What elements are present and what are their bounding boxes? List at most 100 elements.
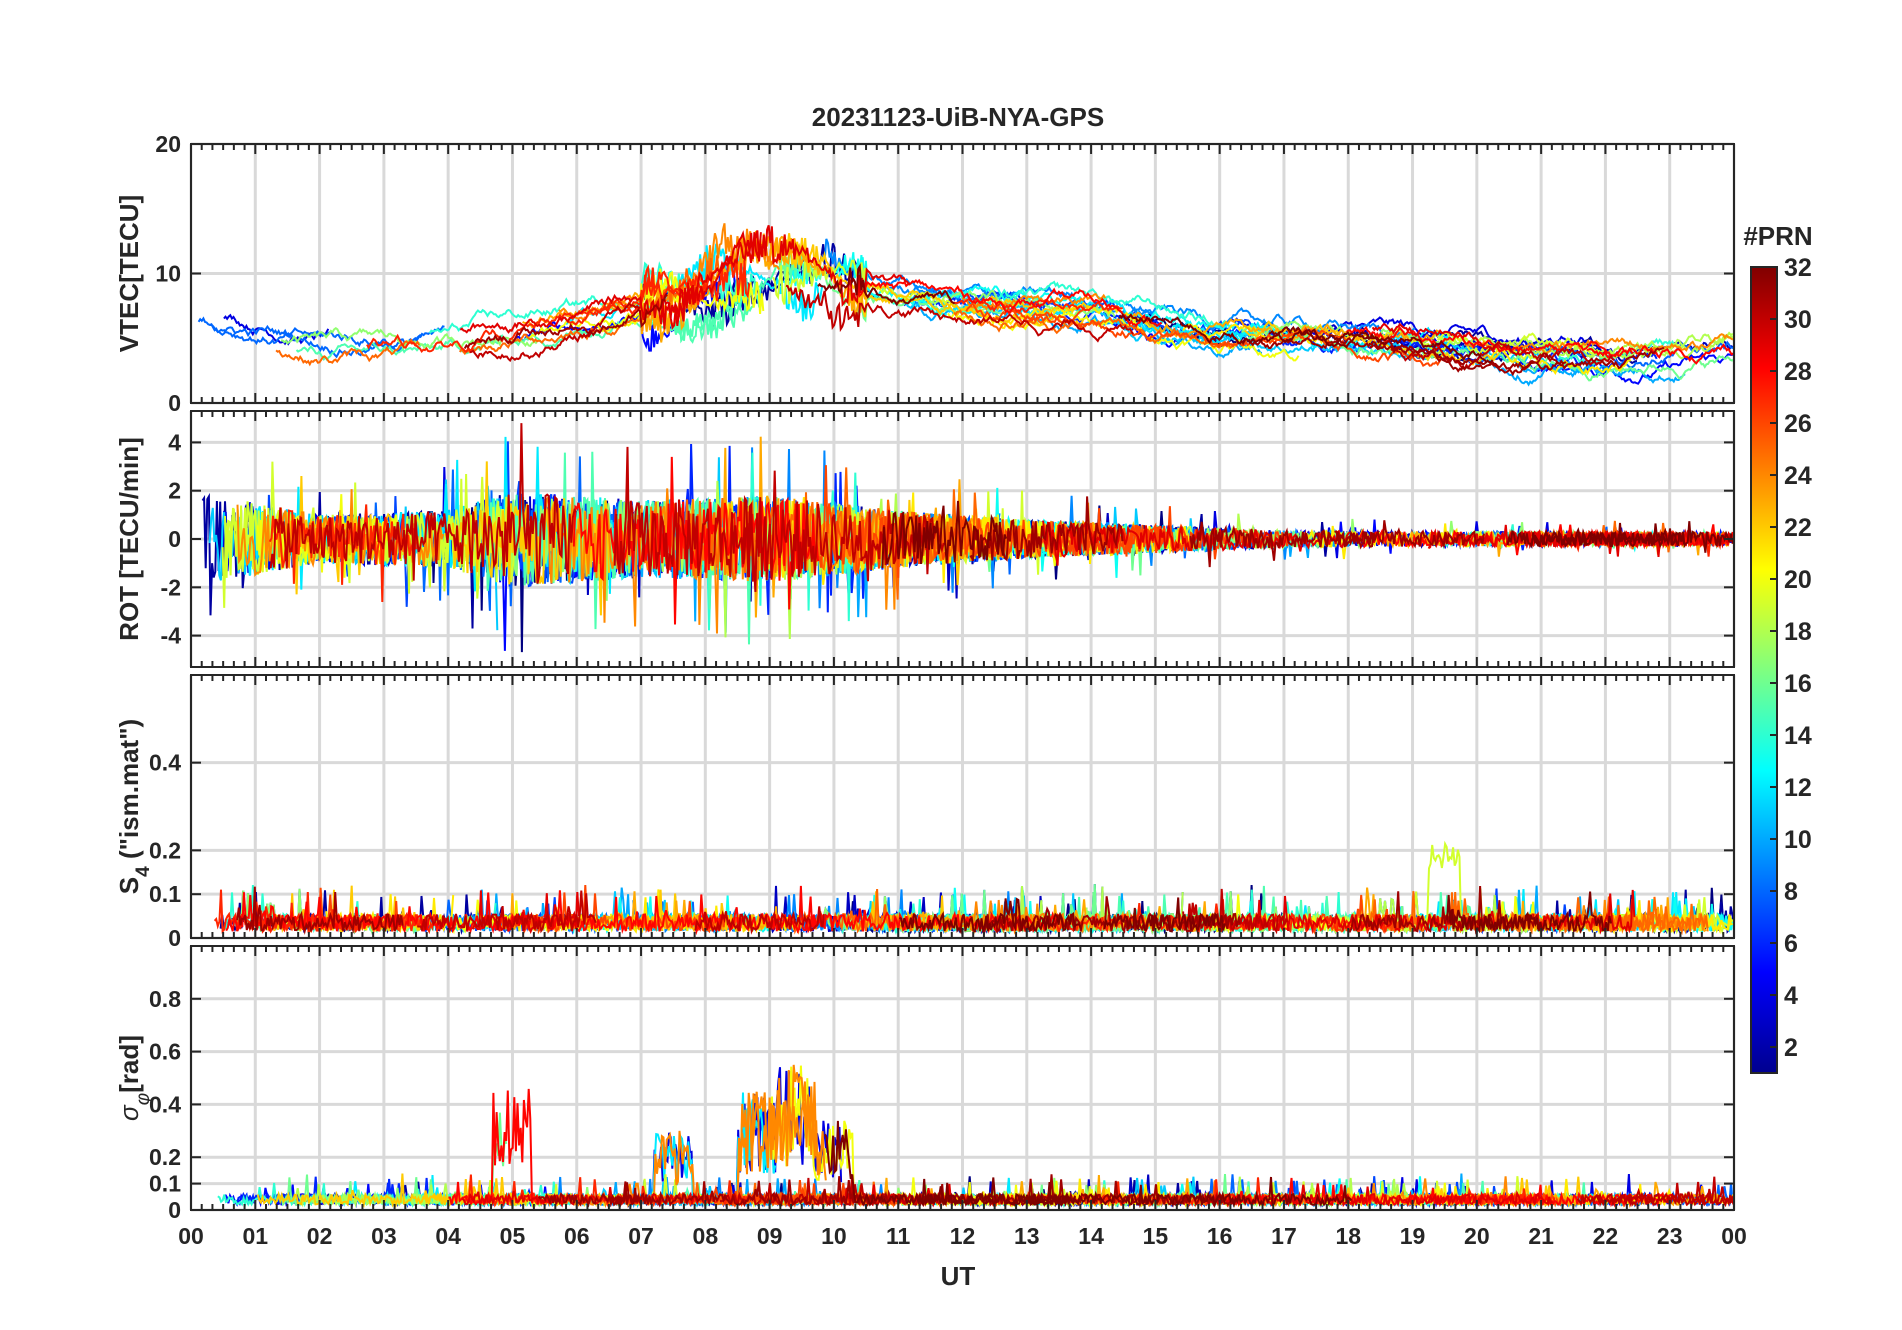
colorbar-tick-label: 4: [1784, 982, 1798, 1010]
series-line-prn-32: [881, 500, 1008, 569]
series-line-prn-32: [817, 263, 956, 307]
x-tick-label: 00: [178, 1223, 204, 1249]
panel-vtec: 0 10 20 VTEC[TECU]: [114, 131, 1736, 416]
series-line-prn-30: [1591, 1181, 1734, 1208]
series-line-prn-31: [969, 496, 1124, 562]
x-tick-label: 16: [1207, 1223, 1233, 1249]
x-tick-label: 13: [1014, 1223, 1040, 1249]
series-line-prn-30: [785, 284, 1135, 343]
series-line-prn-31: [610, 1176, 889, 1208]
chart-title: 20231123-UiB-NYA-GPS: [812, 102, 1104, 132]
y-tick-label: 4: [168, 429, 181, 455]
colorbar-tick-label: 16: [1784, 670, 1812, 698]
series-line-prn-30: [269, 423, 577, 584]
x-tick-label: 02: [307, 1223, 333, 1249]
y-tick-label: 0: [168, 526, 181, 552]
series-line-prn-29: [1371, 322, 1507, 353]
series-line-prn-8: [197, 316, 445, 350]
series-traces: [201, 423, 1734, 653]
x-tick-label: 19: [1400, 1223, 1426, 1249]
series-line-prn-26: [1468, 1190, 1569, 1208]
x-tick-label: 09: [757, 1223, 783, 1249]
panel-rot: -4 -2 0 2 4 ROT [TECU/min]: [114, 410, 1736, 668]
series-line-prn-26: [1305, 894, 1409, 935]
colorbar-tick-label: 28: [1784, 358, 1812, 386]
series-line-prn-29: [660, 225, 911, 322]
colorbar: #PRN 32 30 28 26 24 22 20 18 16 14 12 10 8 6 4 2: [1743, 221, 1813, 1074]
series-traces: [197, 223, 1734, 387]
series-line-prn-20: [256, 494, 399, 578]
colorbar-tick-label: 22: [1784, 514, 1812, 542]
series-line-prn-21: [1490, 348, 1631, 376]
y-axis-label: VTEC[TECU]: [114, 195, 144, 352]
series-line-prn-32: [917, 1177, 1077, 1208]
series-line-prn-32: [1268, 328, 1494, 364]
x-tick-label: 03: [371, 1223, 397, 1249]
colorbar-tick-label: 6: [1784, 930, 1798, 958]
series-line-prn-30: [1390, 340, 1615, 370]
x-tick-label: 11: [886, 1223, 911, 1249]
colorbar-tick-label: 20: [1784, 566, 1812, 594]
x-tick-label: 17: [1271, 1223, 1297, 1249]
x-tick-label: 14: [1078, 1223, 1104, 1249]
x-axis-label: UT: [941, 1261, 976, 1291]
series-line-prn-24: [722, 1077, 821, 1207]
x-tick-label: 20: [1464, 1223, 1490, 1249]
colorbar-tick-label: 24: [1784, 462, 1812, 490]
colorbar-title: #PRN: [1743, 221, 1812, 251]
series-line-prn-15: [295, 328, 584, 362]
y-axis-label: ROT [TECU/min]: [114, 437, 144, 641]
colorbar-tick-label: 14: [1784, 722, 1812, 750]
series-line-prn-30: [741, 470, 946, 592]
x-tick-label: 04: [435, 1223, 461, 1249]
x-tick-label: 01: [242, 1223, 268, 1249]
x-tick-label: 10: [821, 1223, 847, 1249]
series-line-prn-32: [898, 897, 1083, 935]
series-line-prn-7: [900, 512, 1038, 563]
x-tick-label: 07: [628, 1223, 654, 1249]
y-axis-label: σφ[rad]: [114, 1035, 154, 1121]
series-line-prn-26: [1257, 329, 1442, 367]
y-tick-label: 0: [168, 1197, 181, 1223]
series-line-prn-24: [961, 292, 1107, 311]
colorbar-tick-label: 30: [1784, 306, 1812, 334]
series-line-prn-27: [366, 274, 704, 354]
series-line-prn-28: [572, 456, 820, 625]
series-line-prn-22: [624, 889, 787, 934]
series-line-prn-32: [1446, 891, 1612, 935]
y-tick-label: -4: [161, 623, 182, 649]
x-tick-label: 18: [1335, 1223, 1361, 1249]
series-line-prn-32: [1506, 522, 1686, 549]
series-line-prn-25: [275, 338, 420, 367]
colorbar-tick-label: 18: [1784, 618, 1812, 646]
panel-s4: 0 0.1 0.2 0.4S4 ("ism.mat"): [114, 674, 1736, 951]
series-line-prn-29: [459, 232, 762, 334]
y-tick-label: 0.6: [149, 1039, 181, 1065]
series-line-prn-29: [1042, 520, 1351, 566]
colorbar-tick-label: 26: [1784, 410, 1812, 438]
series-line-prn-30: [694, 906, 825, 935]
y-tick-label: 0.1: [149, 1171, 181, 1197]
y-tick-label: 0.4: [149, 750, 181, 776]
x-tick-label: 21: [1528, 1223, 1554, 1249]
y-tick-label: 0.8: [149, 986, 181, 1012]
colorbar-tick-label: 32: [1784, 254, 1812, 282]
y-tick-label: 0: [168, 925, 181, 951]
x-tick-label: 06: [564, 1223, 590, 1249]
colorbar-tick-label: 8: [1784, 878, 1798, 906]
x-tick-label: 22: [1593, 1223, 1619, 1249]
series-line-prn-18: [1498, 333, 1734, 361]
y-tick-label: 20: [155, 131, 181, 157]
series-line-prn-28: [1346, 325, 1634, 358]
x-tick-label: 12: [950, 1223, 976, 1249]
series-line-prn-27: [568, 255, 751, 326]
x-tick-label: 23: [1657, 1223, 1683, 1249]
x-tick-labels: 00 01 02 03 04 05 06 07 08 09 10 11 12 13 14 15 16 17 18 19…: [178, 1223, 1747, 1249]
x-tick-label: 15: [1143, 1223, 1169, 1249]
y-tick-label: 0.2: [149, 1144, 181, 1170]
series-line-prn-31: [1369, 343, 1665, 377]
y-tick-label: 0: [168, 390, 181, 416]
y-tick-label: 0.2: [149, 837, 181, 863]
